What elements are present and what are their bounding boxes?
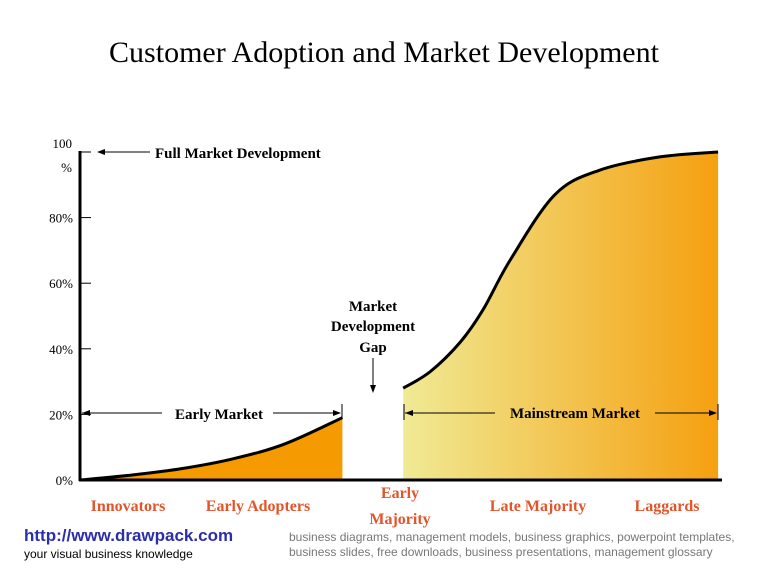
y-tick-label: 60% bbox=[49, 276, 73, 291]
arrowhead-icon bbox=[370, 385, 376, 393]
tagline: your visual business knowledge bbox=[24, 547, 193, 561]
gap-label-3: Gap bbox=[359, 340, 387, 356]
y-tick-label-100-percent: % bbox=[61, 160, 72, 175]
website-link[interactable]: http://www.drawpack.com bbox=[24, 526, 234, 545]
category-early-majority-line1: Early bbox=[381, 485, 419, 502]
category-early-adopters: Early Adopters bbox=[206, 498, 310, 515]
category-late-majority: Late Majority bbox=[490, 498, 586, 515]
mainstream-market-curve bbox=[402, 150, 719, 390]
arrowhead-icon bbox=[82, 410, 90, 416]
early-market-area bbox=[80, 417, 343, 480]
category-innovators: Innovators bbox=[91, 498, 166, 515]
early-market-curve bbox=[79, 416, 344, 482]
page-title: Customer Adoption and Market Development bbox=[109, 36, 660, 69]
arrowhead-icon bbox=[405, 410, 413, 416]
keywords-text: business diagrams, management models, bu… bbox=[289, 530, 735, 559]
mainstream-market-label: Mainstream Market bbox=[510, 406, 640, 422]
gap-label-2: Development bbox=[331, 319, 415, 335]
arrowhead-icon bbox=[333, 410, 341, 416]
early-market-label: Early Market bbox=[175, 407, 263, 423]
category-early-majority-line2: Majority bbox=[369, 511, 430, 528]
y-tick-label: 0% bbox=[56, 473, 74, 488]
full-market-label: Full Market Development bbox=[155, 146, 321, 162]
y-tick-label: 20% bbox=[49, 407, 73, 422]
gap-label-1: Market bbox=[349, 299, 397, 315]
mainstream-market-area bbox=[403, 152, 719, 480]
y-tick-label: 40% bbox=[49, 342, 73, 357]
category-laggards: Laggards bbox=[635, 498, 700, 515]
arrowhead-icon bbox=[97, 149, 105, 155]
y-tick-label: 80% bbox=[49, 211, 73, 226]
y-tick-label-100: 100 bbox=[53, 136, 73, 151]
arrowhead-icon bbox=[709, 410, 717, 416]
